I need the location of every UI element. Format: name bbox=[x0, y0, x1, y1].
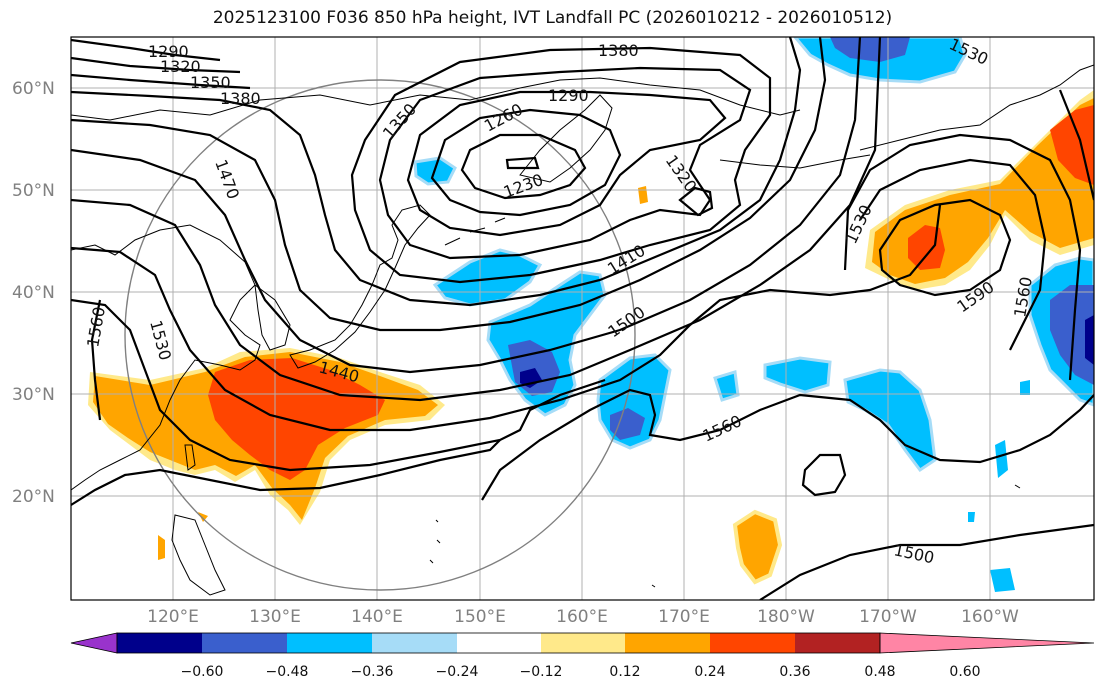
contour-1350-core bbox=[350, 46, 772, 284]
lon-label: 130°E bbox=[249, 607, 301, 627]
japan-coastline bbox=[289, 204, 431, 369]
siberia-coastline bbox=[71, 77, 801, 121]
contour-1590 bbox=[878, 198, 1012, 297]
contour-1230-inner bbox=[505, 156, 540, 170]
ivt-negative-region-east-core bbox=[1050, 285, 1094, 385]
contour-1410 bbox=[71, 37, 827, 332]
map-frame bbox=[70, 36, 1095, 601]
contour-1500 bbox=[71, 204, 942, 432]
lat-label: 20°N bbox=[12, 487, 55, 507]
colorbar-extend-left bbox=[70, 632, 118, 654]
aleutian-islands bbox=[719, 154, 871, 169]
colorbar-tick: −0.12 bbox=[520, 664, 563, 680]
contour-1560-center bbox=[481, 388, 1094, 501]
contour-label: 1350 bbox=[190, 73, 231, 92]
ivt-positive-region-dateline bbox=[732, 509, 783, 585]
contour-label: 1290 bbox=[548, 86, 589, 105]
lon-label: 160°W bbox=[961, 607, 1019, 627]
colorbar-segment bbox=[541, 633, 625, 653]
alaska-coastline bbox=[859, 64, 1094, 151]
colorbar-tick: −0.60 bbox=[181, 664, 224, 680]
colorbar-tick: −0.36 bbox=[351, 664, 394, 680]
longitude-labels: 120°E 130°E 140°E 150°E 160°E 170°E 180°… bbox=[147, 607, 1019, 627]
reference-radius-circle bbox=[124, 79, 636, 591]
taiwan-coastline bbox=[184, 444, 196, 471]
contour-1530 bbox=[71, 298, 606, 472]
coastlines bbox=[71, 64, 1094, 596]
lat-label: 30°N bbox=[12, 385, 55, 405]
ivt-positive-region-japan-strong bbox=[208, 358, 385, 480]
colorbar-tick: 0.60 bbox=[949, 664, 980, 680]
colorbar-tick: −0.48 bbox=[266, 664, 309, 680]
lon-label: 150°E bbox=[454, 607, 506, 627]
lon-label: 120°E bbox=[147, 607, 199, 627]
contour-1500-east bbox=[759, 523, 1094, 600]
contour-1290-west bbox=[71, 38, 221, 62]
contour-1230 bbox=[460, 133, 587, 200]
colorbar-frame bbox=[116, 632, 881, 654]
colorbar-tick: 0.12 bbox=[609, 664, 640, 680]
colorbar-segment bbox=[795, 633, 880, 653]
lon-label: 170°E bbox=[658, 607, 710, 627]
map-title: 2025123100 F036 850 hPa height, IVT Land… bbox=[212, 8, 893, 28]
map-panel: 1290 1320 1350 1380 1380 1290 1260 1350 … bbox=[71, 37, 1094, 600]
colorbar-tick: 0.36 bbox=[779, 664, 810, 680]
contour-1260 bbox=[430, 108, 622, 217]
contour-1560-south bbox=[71, 439, 501, 506]
contour-1350-west bbox=[71, 73, 251, 90]
contour-low-east bbox=[678, 186, 714, 217]
contour-1560-west bbox=[90, 299, 102, 421]
colorbar-segment bbox=[457, 633, 541, 653]
contour-1290-core bbox=[406, 90, 727, 237]
contour-1380 bbox=[71, 37, 802, 307]
contour-1440 bbox=[71, 37, 862, 374]
contour-label: 1320 bbox=[160, 57, 201, 76]
contour-1470-east bbox=[1058, 89, 1094, 201]
ivt-negative-region-east-peak bbox=[1085, 315, 1094, 365]
lon-label: 160°E bbox=[556, 607, 608, 627]
contour-1560-closed bbox=[801, 453, 847, 497]
colorbar-segment bbox=[625, 633, 710, 653]
ivt-negative-region-aleutian-core bbox=[830, 37, 910, 62]
colorbar-segment bbox=[372, 633, 457, 653]
lon-label: 180°W bbox=[757, 607, 815, 627]
colorbar-extend-right bbox=[879, 632, 1095, 654]
korea-coastline bbox=[254, 283, 291, 351]
contour-1470 bbox=[71, 37, 882, 402]
philippines-coastline bbox=[171, 514, 226, 596]
height-contours bbox=[71, 37, 1094, 600]
colorbar-segment bbox=[287, 633, 372, 653]
lon-label: 170°W bbox=[859, 607, 917, 627]
colorbar-segment bbox=[710, 633, 795, 653]
asia-coastline bbox=[71, 224, 261, 491]
colorbar-tick: −0.24 bbox=[436, 664, 479, 680]
lat-label: 40°N bbox=[12, 283, 55, 303]
contour-1560-east bbox=[859, 158, 1047, 351]
lat-label: 60°N bbox=[12, 79, 55, 99]
latitude-labels: 60°N 50°N 40°N 30°N 20°N bbox=[12, 79, 55, 507]
lat-label: 50°N bbox=[12, 181, 55, 201]
colorbar-segment bbox=[117, 633, 202, 653]
contour-label: 1290 bbox=[148, 42, 189, 61]
contour-1320-west bbox=[71, 56, 241, 74]
graticule bbox=[71, 37, 1094, 600]
contour-1530-east bbox=[843, 133, 1082, 381]
ivt-negative-region-south-core bbox=[610, 408, 645, 440]
kamchatka-coastline bbox=[519, 94, 613, 183]
contour-label: 1380 bbox=[220, 89, 261, 108]
lon-label: 140°E bbox=[351, 607, 403, 627]
colorbar-tick: 0.48 bbox=[864, 664, 895, 680]
colorbar-tick: 0.24 bbox=[694, 664, 725, 680]
colorbar: −0.60 −0.48 −0.36 −0.24 −0.12 0.12 0.24 … bbox=[70, 632, 1095, 680]
contour-label: 1380 bbox=[598, 41, 639, 60]
colorbar-segment bbox=[202, 633, 287, 653]
pacific-islands bbox=[429, 484, 1021, 588]
